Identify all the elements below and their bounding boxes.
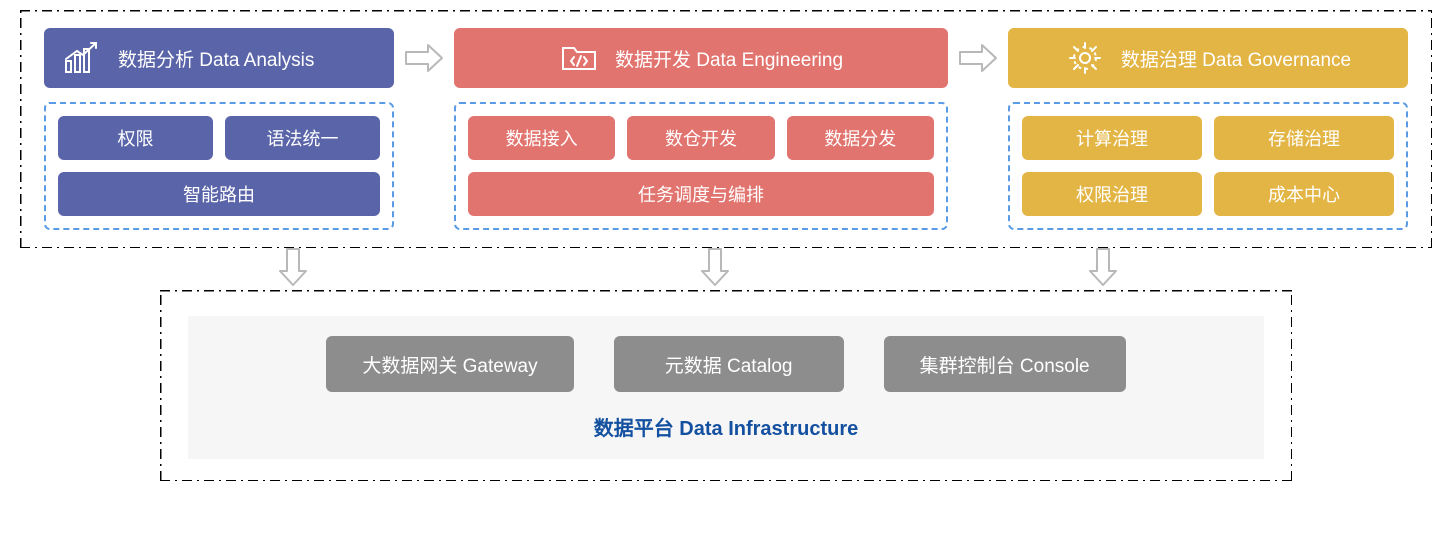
governance-header: 数据治理 Data Governance (1008, 28, 1408, 88)
governance-header-label: 数据治理 Data Governance (1121, 45, 1351, 72)
analysis-item: 智能路由 (58, 172, 380, 216)
infra-item: 大数据网关 Gateway (326, 336, 573, 392)
arrow-down (1088, 247, 1118, 292)
analysis-item: 权限 (58, 116, 213, 160)
arrow-down (278, 247, 308, 292)
infrastructure-panel: 大数据网关 Gateway 元数据 Catalog 集群控制台 Console … (188, 316, 1264, 459)
engineering-header-label: 数据开发 Data Engineering (615, 45, 843, 72)
governance-item: 计算治理 (1022, 116, 1202, 160)
analysis-group: 权限 语法统一 智能路由 (44, 102, 394, 230)
governance-item: 成本中心 (1214, 172, 1394, 216)
engineering-column: 数据开发 Data Engineering 数据接入 数仓开发 数据分发 任务调… (454, 28, 948, 230)
analysis-column: 数据分析 Data Analysis 权限 语法统一 智能路由 (44, 28, 394, 230)
analysis-item: 语法统一 (225, 116, 380, 160)
arrow-right (956, 28, 1000, 88)
governance-group: 计算治理 存储治理 权限治理 成本中心 (1008, 102, 1408, 230)
infra-item: 元数据 Catalog (614, 336, 844, 392)
infrastructure-title: 数据平台 Data Infrastructure (594, 412, 859, 441)
engineering-header: 数据开发 Data Engineering (454, 28, 948, 88)
engineering-item: 任务调度与编排 (468, 172, 934, 216)
bar-chart-arrow-icon (62, 38, 102, 78)
arrow-right (402, 28, 446, 88)
engineering-item: 数仓开发 (627, 116, 774, 160)
analysis-header: 数据分析 Data Analysis (44, 28, 394, 88)
top-row: 数据分析 Data Analysis 权限 语法统一 智能路由 (44, 28, 1408, 230)
engineering-item: 数据分发 (787, 116, 934, 160)
governance-item: 权限治理 (1022, 172, 1202, 216)
engineering-group: 数据接入 数仓开发 数据分发 任务调度与编排 (454, 102, 948, 230)
infrastructure-container: 大数据网关 Gateway 元数据 Catalog 集群控制台 Console … (160, 290, 1292, 481)
top-layer-container: 数据分析 Data Analysis 权限 语法统一 智能路由 (20, 10, 1432, 248)
gear-icon (1065, 38, 1105, 78)
analysis-header-label: 数据分析 Data Analysis (118, 45, 314, 72)
governance-item: 存储治理 (1214, 116, 1394, 160)
down-arrows-row (20, 248, 1432, 290)
code-folder-icon (559, 38, 599, 78)
engineering-item: 数据接入 (468, 116, 615, 160)
infra-item: 集群控制台 Console (884, 336, 1126, 392)
governance-column: 数据治理 Data Governance 计算治理 存储治理 权限治理 成本中心 (1008, 28, 1408, 230)
arrow-down (700, 247, 730, 292)
